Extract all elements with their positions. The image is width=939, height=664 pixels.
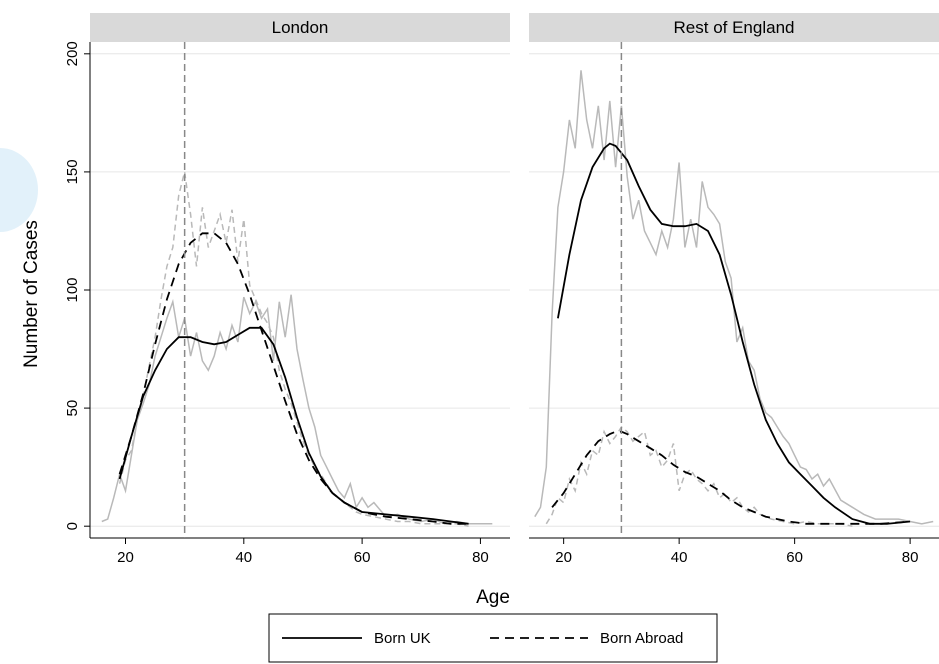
- y-tick-label-150: 150: [64, 159, 81, 184]
- x-tick-label-60: 60: [354, 549, 371, 566]
- x-tick-label-80: 80: [472, 549, 489, 566]
- y-axis-title: Number of Cases: [21, 220, 42, 368]
- y-tick-label-50: 50: [64, 400, 81, 417]
- legend: Born UK Born Abroad: [268, 613, 718, 663]
- panel-strip-london: [90, 13, 510, 42]
- x-tick-label-40: 40: [671, 549, 688, 566]
- panel-title-rest-of-england: Rest of England: [674, 18, 795, 37]
- legend-label-born-abroad: Born Abroad: [600, 630, 683, 647]
- series-raw-born-uk-london: [101, 294, 493, 525]
- series-smoothed-born-uk-rest-of-england: [557, 142, 911, 525]
- x-tick-label-20: 20: [117, 549, 134, 566]
- series-smoothed-born-abroad-rest-of-england: [551, 430, 911, 525]
- panel-london: London 20 40 60 80 0 50 100 150 200: [64, 13, 510, 566]
- x-axis-title: Age: [476, 587, 510, 608]
- series-smoothed-born-uk-london: [118, 326, 469, 525]
- series-smoothed-born-abroad-london: [118, 232, 469, 525]
- series-raw-born-uk-rest-of-england: [534, 70, 934, 525]
- y-tick-label-0: 0: [64, 522, 81, 530]
- legend-label-born-uk: Born UK: [374, 630, 431, 647]
- series-raw-born-abroad-london: [118, 171, 469, 527]
- x-tick-label-40: 40: [235, 549, 252, 566]
- panels: London 20 40 60 80 0 50 100 150 200 Rest of Englan…: [64, 13, 939, 566]
- panel-rest-of-england: Rest of England 20 40 60 80: [529, 13, 939, 566]
- x-tick-label-80: 80: [902, 549, 919, 566]
- panel-title-london: London: [272, 18, 329, 37]
- panel-strip-rest-of-england: [529, 13, 939, 42]
- x-tick-label-20: 20: [555, 549, 572, 566]
- series-raw-born-abroad-rest-of-england: [545, 425, 853, 527]
- x-tick-label-60: 60: [786, 549, 803, 566]
- y-tick-label-200: 200: [64, 41, 81, 66]
- decorative-shape: [0, 148, 38, 232]
- y-tick-label-100: 100: [64, 277, 81, 302]
